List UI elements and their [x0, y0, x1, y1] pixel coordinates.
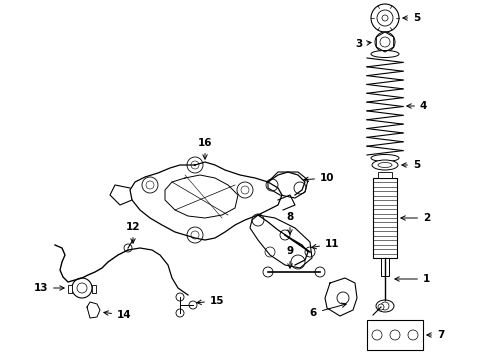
Circle shape [191, 161, 199, 169]
Circle shape [305, 247, 315, 257]
Circle shape [189, 301, 197, 309]
Ellipse shape [378, 162, 392, 167]
Text: 9: 9 [287, 246, 294, 268]
Circle shape [378, 304, 384, 310]
Circle shape [72, 278, 92, 298]
Circle shape [124, 244, 132, 252]
Ellipse shape [371, 154, 399, 162]
Circle shape [252, 214, 264, 226]
Text: 6: 6 [310, 303, 346, 318]
Circle shape [380, 37, 390, 47]
Text: 15: 15 [197, 296, 224, 306]
Circle shape [337, 292, 349, 304]
Text: 8: 8 [286, 212, 294, 234]
Text: 12: 12 [126, 222, 140, 243]
Circle shape [390, 330, 400, 340]
Text: 11: 11 [312, 239, 340, 249]
Text: 10: 10 [304, 173, 335, 183]
Circle shape [381, 302, 389, 310]
Circle shape [266, 179, 278, 191]
Circle shape [265, 247, 275, 257]
Bar [367, 320, 423, 350]
Circle shape [191, 231, 199, 239]
Circle shape [241, 186, 249, 194]
Bar [373, 178, 397, 258]
Circle shape [263, 267, 273, 277]
Circle shape [375, 32, 395, 52]
Text: 7: 7 [427, 330, 444, 340]
Circle shape [187, 227, 203, 243]
Text: 5: 5 [403, 13, 420, 23]
Circle shape [382, 15, 388, 21]
Ellipse shape [376, 300, 394, 312]
Circle shape [77, 283, 87, 293]
Text: 16: 16 [198, 138, 212, 159]
Circle shape [187, 157, 203, 173]
Circle shape [371, 4, 399, 32]
Circle shape [291, 255, 305, 269]
Text: 4: 4 [407, 101, 427, 111]
Ellipse shape [372, 160, 398, 170]
Text: 3: 3 [355, 39, 371, 49]
Circle shape [142, 177, 158, 193]
Circle shape [294, 182, 306, 194]
Circle shape [176, 309, 184, 317]
Circle shape [280, 230, 290, 240]
Circle shape [146, 181, 154, 189]
Text: 14: 14 [104, 310, 132, 320]
Circle shape [377, 10, 393, 26]
Bar [68, 285, 72, 293]
Circle shape [408, 330, 418, 340]
Circle shape [315, 267, 325, 277]
Circle shape [176, 293, 184, 301]
Text: 5: 5 [402, 160, 420, 170]
Bar [92, 285, 96, 293]
Text: 13: 13 [33, 283, 64, 293]
Text: 1: 1 [395, 274, 430, 284]
Bar [378, 172, 392, 178]
Ellipse shape [371, 50, 399, 58]
Circle shape [372, 330, 382, 340]
Text: 2: 2 [401, 213, 430, 223]
Circle shape [237, 182, 253, 198]
Bar [381, 258, 389, 276]
